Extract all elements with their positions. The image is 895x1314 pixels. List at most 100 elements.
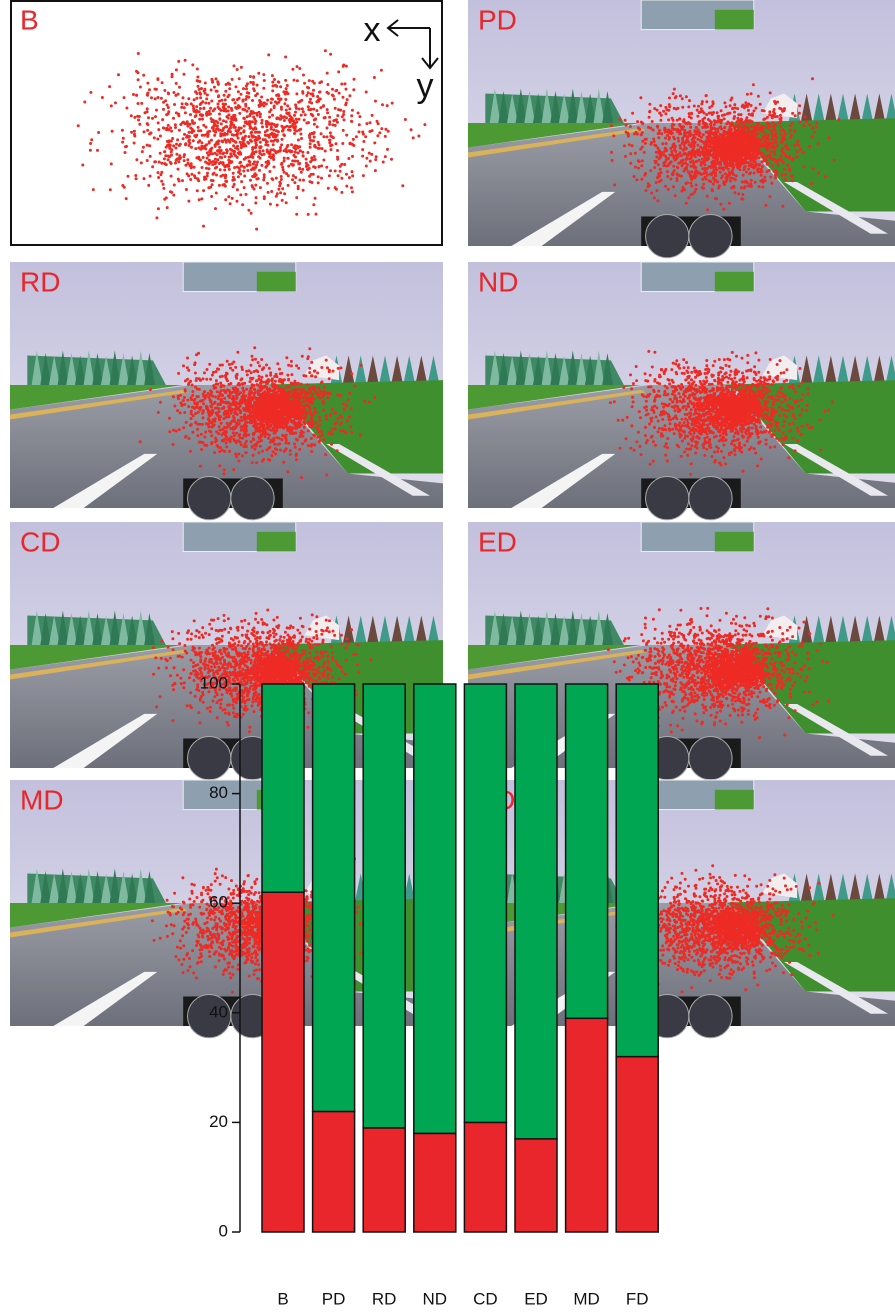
bar-segment <box>261 683 305 893</box>
gaze-cloud <box>246 385 315 435</box>
tree <box>109 610 121 645</box>
tree <box>812 615 825 645</box>
grass-left <box>468 123 642 148</box>
tree <box>558 93 570 123</box>
bar-segment <box>615 1055 659 1233</box>
tree <box>550 91 562 123</box>
x-tick-label: B <box>277 1289 288 1308</box>
tree <box>800 615 813 645</box>
tree <box>506 93 518 123</box>
tree <box>800 93 813 123</box>
tree <box>366 355 379 385</box>
lane-stripe <box>784 962 889 1014</box>
tree <box>506 615 518 645</box>
tree <box>849 93 862 123</box>
tree <box>489 350 501 385</box>
tree <box>57 350 69 385</box>
tree <box>824 615 837 645</box>
panel-label: B <box>20 4 39 35</box>
tree <box>92 871 104 903</box>
bar-segment <box>311 1110 356 1233</box>
tree <box>74 873 86 903</box>
tree <box>92 353 104 385</box>
x-tick-label: CD <box>473 1289 498 1308</box>
bar-segment <box>311 683 356 1113</box>
tree <box>92 613 104 645</box>
lane-line <box>468 389 646 420</box>
lane-stripe <box>784 704 889 756</box>
tree <box>40 613 52 645</box>
tree <box>584 93 596 123</box>
tree <box>48 873 60 903</box>
tree <box>40 871 52 903</box>
y-tick-label: 40 <box>209 1002 228 1021</box>
tree <box>550 353 562 385</box>
tree <box>498 91 510 123</box>
gaze-cloud <box>608 349 834 476</box>
gaze-cloud <box>701 382 776 435</box>
tree <box>31 350 43 385</box>
lane-stripe <box>511 191 616 246</box>
tree <box>602 91 614 123</box>
y-tick-label: 60 <box>209 893 228 912</box>
lane-line <box>468 127 646 158</box>
tree <box>391 615 404 645</box>
tree <box>342 615 355 645</box>
mirror-grass <box>256 271 296 292</box>
tree <box>532 93 544 123</box>
y-tick-label: 20 <box>209 1112 228 1131</box>
x-tick-label: FD <box>626 1289 649 1308</box>
lane-stripe <box>784 444 889 496</box>
tree <box>135 868 147 903</box>
tree <box>558 355 570 385</box>
house <box>762 873 798 899</box>
tree <box>593 88 605 123</box>
tree <box>83 868 95 903</box>
tree <box>861 615 874 645</box>
tree <box>135 350 147 385</box>
tree <box>584 355 596 385</box>
gauge <box>688 476 733 521</box>
tree <box>31 610 43 645</box>
lane-stripe <box>53 453 158 508</box>
tree <box>342 355 355 385</box>
x-tick-label: ND <box>423 1289 448 1308</box>
tree <box>836 93 850 123</box>
tree <box>489 88 501 123</box>
tree <box>57 610 69 645</box>
gaze-cloud <box>239 644 316 696</box>
gaze-cloud <box>606 606 830 740</box>
tree <box>427 615 440 645</box>
tree <box>824 93 837 123</box>
grass-left <box>468 645 642 670</box>
tree <box>366 615 379 645</box>
grass-left <box>10 385 184 410</box>
tree <box>83 350 95 385</box>
x-tick-label: RD <box>372 1289 397 1308</box>
tree <box>567 350 579 385</box>
tree <box>541 350 553 385</box>
bar-segment <box>261 891 305 1233</box>
gauge <box>645 476 690 521</box>
tree <box>489 610 501 645</box>
tree <box>427 355 440 385</box>
tree <box>567 610 579 645</box>
gauge <box>688 994 733 1039</box>
mirror-grass <box>714 531 754 552</box>
tree <box>593 350 605 385</box>
lane-stripe <box>53 971 158 1026</box>
tree <box>118 871 130 903</box>
tree <box>109 350 121 385</box>
tree <box>849 355 862 385</box>
tree <box>100 615 112 645</box>
tree <box>558 615 570 645</box>
tree <box>812 93 825 123</box>
tree <box>873 873 886 903</box>
tree <box>498 353 510 385</box>
tree <box>849 873 862 903</box>
panel: xy B <box>10 0 443 246</box>
tree <box>885 93 895 123</box>
lane-line <box>10 907 188 938</box>
tree <box>824 873 837 903</box>
